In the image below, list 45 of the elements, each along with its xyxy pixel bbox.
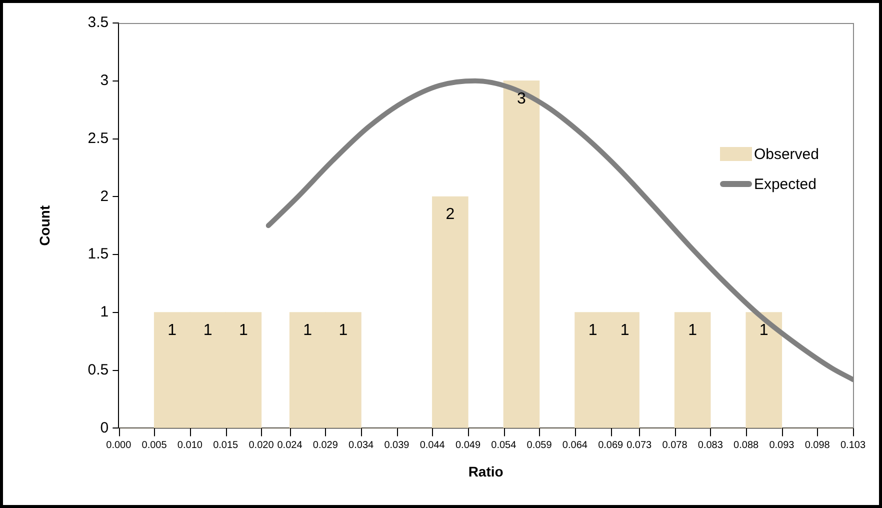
x-tick-label: 0.059	[526, 440, 552, 451]
y-tick-label: 3.5	[88, 14, 109, 32]
x-tick-label: 0.064	[562, 440, 588, 451]
data-label: 1	[238, 322, 248, 339]
x-tick-label: 0.049	[455, 440, 481, 451]
x-tick-label: 0.005	[142, 440, 168, 451]
x-tick-label: 0.078	[662, 440, 688, 451]
y-tick-label: 0	[100, 419, 109, 436]
x-tick-label: 0.044	[420, 440, 446, 451]
x-tick-label: 0.073	[626, 440, 652, 451]
x-axis-title: Ratio	[468, 463, 504, 480]
x-tick-label: 0.000	[106, 440, 132, 451]
x-tick-label: 0.015	[213, 440, 239, 451]
legend-label: Expected	[754, 176, 816, 192]
x-tick-label: 0.039	[384, 440, 410, 451]
y-tick-label: 2.5	[88, 130, 109, 147]
data-label: 1	[688, 322, 698, 339]
x-tick-label: 0.034	[348, 440, 374, 451]
x-tick-label: 0.029	[312, 440, 338, 451]
x-tick-label: 0.103	[840, 440, 866, 451]
y-tick-label: 3	[100, 72, 109, 90]
x-tick-label: 0.020	[248, 440, 274, 451]
y-tick-label: 1.5	[88, 246, 109, 263]
x-tick-label: 0.093	[769, 440, 795, 451]
data-label: 1	[303, 322, 312, 339]
y-axis-title: Count	[36, 205, 52, 246]
x-tick-label: 0.098	[804, 440, 830, 451]
x-tick-label: 0.069	[598, 440, 624, 451]
y-tick-label: 0.5	[88, 361, 109, 378]
x-tick-label: 0.088	[734, 440, 760, 451]
x-tick-label: 0.083	[698, 440, 724, 451]
data-label: 1	[168, 322, 177, 339]
data-label: 1	[588, 322, 598, 339]
data-label: 2	[446, 206, 455, 224]
data-label: 1	[338, 322, 348, 339]
data-label: 1	[203, 322, 212, 339]
data-label: 1	[759, 322, 768, 339]
data-label: 3	[517, 90, 526, 108]
x-tick-label: 0.054	[491, 440, 517, 451]
y-tick-label: 2	[100, 188, 109, 205]
legend-label: Observed	[754, 146, 819, 162]
data-label: 1	[620, 322, 630, 339]
x-tick-label: 0.024	[277, 440, 303, 451]
x-tick-label: 0.010	[177, 440, 203, 451]
y-tick-label: 1	[100, 304, 109, 321]
